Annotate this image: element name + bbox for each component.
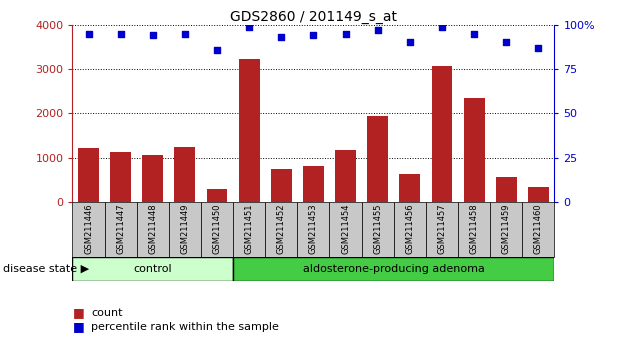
Point bbox=[340, 31, 350, 36]
Bar bbox=[175, 147, 195, 202]
Bar bbox=[169, 202, 201, 257]
Bar bbox=[233, 257, 554, 281]
Text: GSM211454: GSM211454 bbox=[341, 204, 350, 254]
Bar bbox=[72, 202, 105, 257]
Bar bbox=[72, 257, 233, 281]
Point bbox=[469, 31, 479, 36]
Bar bbox=[522, 202, 554, 257]
Text: GSM211446: GSM211446 bbox=[84, 204, 93, 254]
Text: ■: ■ bbox=[72, 320, 84, 333]
Text: percentile rank within the sample: percentile rank within the sample bbox=[91, 322, 279, 332]
Text: GSM211450: GSM211450 bbox=[212, 204, 222, 254]
Text: GSM211452: GSM211452 bbox=[277, 204, 286, 254]
Text: GSM211453: GSM211453 bbox=[309, 204, 318, 254]
Point bbox=[147, 33, 158, 38]
Text: control: control bbox=[134, 264, 172, 274]
Point bbox=[501, 40, 511, 45]
Point bbox=[180, 31, 190, 36]
Bar bbox=[265, 202, 297, 257]
Text: GSM211448: GSM211448 bbox=[148, 204, 158, 254]
Text: GSM211447: GSM211447 bbox=[116, 204, 125, 254]
Bar bbox=[233, 202, 265, 257]
Text: GSM211460: GSM211460 bbox=[534, 204, 543, 254]
Text: GSM211459: GSM211459 bbox=[501, 204, 511, 254]
Bar bbox=[137, 202, 169, 257]
Bar bbox=[458, 202, 490, 257]
Bar bbox=[142, 155, 163, 202]
Point bbox=[437, 24, 447, 29]
Bar bbox=[201, 202, 233, 257]
Text: disease state ▶: disease state ▶ bbox=[3, 264, 89, 274]
Bar bbox=[303, 166, 324, 202]
Bar bbox=[335, 150, 356, 202]
Bar bbox=[110, 152, 131, 202]
Point bbox=[372, 27, 382, 33]
Point bbox=[212, 47, 222, 52]
Bar bbox=[329, 202, 362, 257]
Title: GDS2860 / 201149_s_at: GDS2860 / 201149_s_at bbox=[230, 10, 397, 24]
Point bbox=[244, 24, 254, 29]
Text: GSM211458: GSM211458 bbox=[469, 204, 479, 254]
Bar bbox=[207, 189, 227, 202]
Point bbox=[404, 40, 415, 45]
Bar bbox=[464, 98, 484, 202]
Point bbox=[308, 33, 318, 38]
Bar bbox=[78, 148, 99, 202]
Bar bbox=[105, 202, 137, 257]
Bar bbox=[394, 202, 426, 257]
Bar bbox=[271, 170, 292, 202]
Bar bbox=[399, 175, 420, 202]
Bar bbox=[432, 67, 452, 202]
Point bbox=[116, 31, 126, 36]
Point bbox=[533, 45, 543, 51]
Text: ■: ■ bbox=[72, 306, 84, 319]
Point bbox=[83, 31, 94, 36]
Bar bbox=[297, 202, 329, 257]
Bar bbox=[239, 59, 260, 202]
Bar bbox=[490, 202, 522, 257]
Point bbox=[276, 34, 286, 40]
Text: GSM211449: GSM211449 bbox=[180, 204, 190, 254]
Bar bbox=[367, 116, 388, 202]
Bar bbox=[426, 202, 458, 257]
Bar bbox=[496, 177, 517, 202]
Text: GSM211456: GSM211456 bbox=[405, 204, 415, 254]
Text: count: count bbox=[91, 308, 123, 318]
Text: aldosterone-producing adenoma: aldosterone-producing adenoma bbox=[303, 264, 484, 274]
Text: GSM211451: GSM211451 bbox=[244, 204, 254, 254]
Bar bbox=[528, 187, 549, 202]
Text: GSM211455: GSM211455 bbox=[373, 204, 382, 254]
Text: GSM211457: GSM211457 bbox=[437, 204, 447, 254]
Bar bbox=[362, 202, 394, 257]
